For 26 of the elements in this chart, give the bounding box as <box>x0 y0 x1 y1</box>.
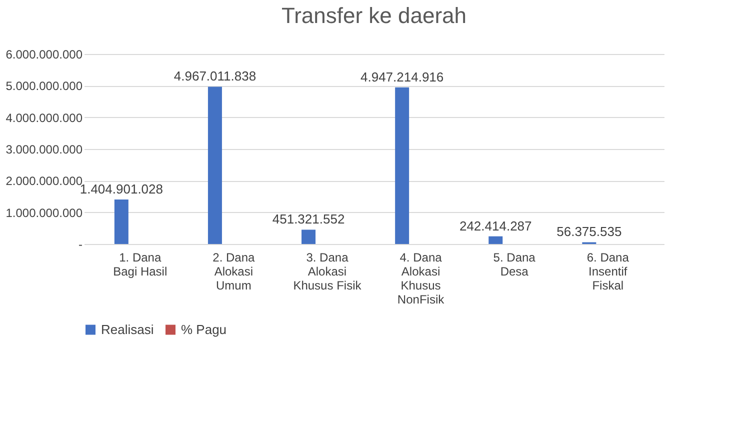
text: 4.947.214.916 <box>360 69 444 84</box>
y-tick-label: 4.000.000.000 <box>6 110 83 125</box>
text: 56.375.535 <box>556 224 622 240</box>
chart-title: Transfer ke daerah <box>281 3 467 28</box>
legend-label: % Pagu <box>181 322 227 337</box>
bar <box>302 230 316 244</box>
text: 4.967.011.838 <box>174 68 256 84</box>
x-tick-label: 3. Dana Alokasi Khusus Fisik <box>293 250 362 292</box>
legend-label: Realisasi <box>101 322 154 337</box>
y-tick-label: - <box>78 238 82 252</box>
x-tick-label: 5. Dana Desa <box>493 250 536 278</box>
bar <box>488 236 503 244</box>
y-tick-label: 6.000.000.000 <box>6 48 83 62</box>
y-tick-label: 1.000.000.000 <box>6 206 83 220</box>
y-tick-label: 5.000.000.000 <box>6 79 83 94</box>
y-tick-label: 3.000.000.000 <box>6 142 83 156</box>
text: 451.321.552 <box>272 212 345 227</box>
bar <box>114 200 128 244</box>
x-tick-label: 2. Dana Alokasi Umum <box>212 250 256 292</box>
x-tick-label: 1. Dana Bagi Hasil <box>113 250 168 278</box>
x-tick-label: 4. Dana Alokasi Khusus NonFisik <box>397 250 446 306</box>
y-tick-label: 2.000.000.000 <box>6 174 83 188</box>
bar <box>395 87 410 244</box>
text: 242.414.287 <box>459 218 532 234</box>
bar <box>208 86 222 244</box>
x-tick-label: 6. Dana Insentif Fiskal <box>586 250 630 292</box>
